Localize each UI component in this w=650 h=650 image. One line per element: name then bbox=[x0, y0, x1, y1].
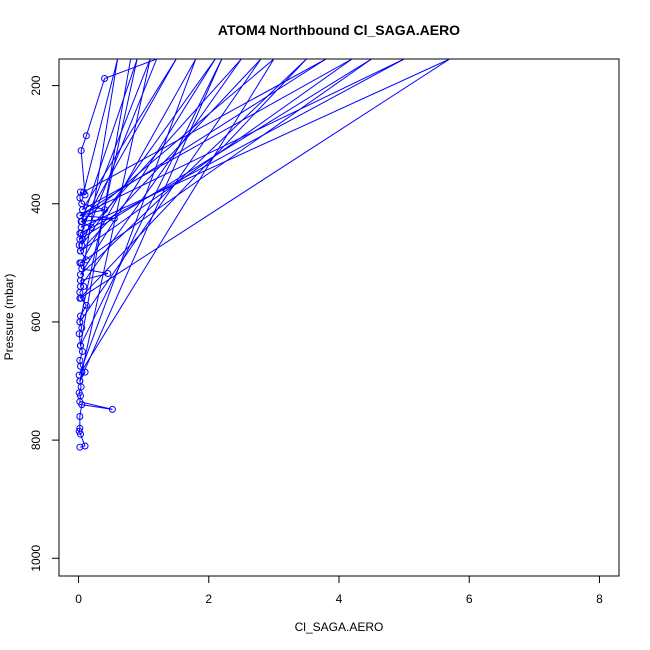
data-point bbox=[82, 256, 90, 264]
series-segment bbox=[79, 59, 405, 217]
data-point bbox=[104, 269, 112, 277]
data-point bbox=[110, 215, 118, 223]
data-point bbox=[76, 412, 84, 420]
data-point bbox=[76, 377, 84, 385]
y-axis: 200 400 600 800 1000 bbox=[29, 75, 60, 572]
series-segment bbox=[80, 59, 307, 276]
chart-title: ATOM4 Northbound Cl_SAGA.AERO bbox=[218, 22, 460, 38]
data-point bbox=[76, 342, 84, 350]
data-point bbox=[78, 206, 86, 214]
data-point bbox=[75, 330, 83, 338]
data-point bbox=[77, 259, 85, 267]
x-tick-label: 2 bbox=[205, 592, 212, 606]
data-point bbox=[76, 212, 84, 220]
series-segment bbox=[79, 59, 450, 299]
series-segment bbox=[81, 59, 138, 222]
y-tick-label: 1000 bbox=[29, 545, 43, 572]
x-tick-label: 4 bbox=[336, 592, 343, 606]
series-segment bbox=[79, 59, 372, 240]
series-segment bbox=[80, 59, 450, 228]
series-segment bbox=[80, 272, 108, 282]
series-segment bbox=[79, 59, 242, 240]
series-segment bbox=[79, 59, 223, 382]
series-segment bbox=[79, 59, 119, 287]
y-tick-label: 200 bbox=[29, 75, 43, 95]
series-segment bbox=[80, 59, 177, 228]
data-point bbox=[76, 424, 84, 432]
series-segment bbox=[78, 59, 275, 376]
series-segment bbox=[79, 59, 327, 217]
series-segment bbox=[79, 59, 138, 323]
series-segment bbox=[80, 59, 405, 234]
data-point bbox=[80, 188, 88, 196]
data-point bbox=[78, 324, 86, 332]
series-segment bbox=[79, 351, 83, 361]
data-point bbox=[101, 206, 109, 214]
data-point bbox=[78, 217, 86, 225]
series-segment bbox=[79, 404, 83, 417]
series-segment bbox=[83, 59, 327, 193]
series-segment bbox=[83, 59, 119, 193]
x-axis: 0 2 4 6 8 bbox=[75, 575, 603, 606]
data-point bbox=[76, 356, 84, 364]
data-layer bbox=[75, 59, 450, 451]
data-point bbox=[77, 229, 85, 237]
data-point bbox=[76, 271, 84, 279]
y-axis-label: Pressure (mbar) bbox=[2, 274, 16, 361]
series-segment bbox=[85, 78, 106, 136]
series-segment bbox=[80, 59, 242, 287]
series-segment bbox=[79, 59, 262, 323]
data-point bbox=[76, 443, 84, 451]
series-segment bbox=[80, 434, 86, 447]
data-point bbox=[82, 301, 90, 309]
series-segment bbox=[79, 59, 307, 299]
x-tick-label: 6 bbox=[466, 592, 473, 606]
series-segment bbox=[78, 59, 197, 376]
x-axis-label: Cl_SAGA.AERO bbox=[295, 620, 384, 634]
series-segment bbox=[79, 401, 113, 410]
y-tick-label: 800 bbox=[29, 430, 43, 450]
data-point bbox=[76, 282, 84, 290]
data-point bbox=[75, 427, 83, 435]
series-segment bbox=[82, 59, 353, 211]
series-segment bbox=[79, 59, 132, 346]
series-segment bbox=[78, 428, 81, 432]
y-tick-label: 400 bbox=[29, 193, 43, 213]
series-segment bbox=[81, 59, 158, 246]
data-point bbox=[88, 223, 96, 231]
data-point bbox=[81, 442, 89, 450]
series-segment bbox=[78, 333, 81, 346]
data-point bbox=[80, 282, 88, 290]
data-point bbox=[108, 405, 116, 413]
data-point bbox=[76, 247, 84, 255]
x-tick-label: 0 bbox=[75, 592, 82, 606]
data-point bbox=[77, 147, 85, 155]
data-point bbox=[76, 318, 84, 326]
series-segment bbox=[80, 59, 372, 264]
series-segment bbox=[80, 59, 216, 275]
data-point bbox=[82, 132, 90, 140]
y-tick-label: 600 bbox=[29, 312, 43, 332]
series-segment bbox=[81, 59, 216, 246]
data-point bbox=[81, 368, 89, 376]
series-segment bbox=[80, 59, 223, 346]
x-tick-label: 8 bbox=[596, 592, 603, 606]
series-segment bbox=[80, 59, 262, 252]
plot-frame bbox=[58, 58, 620, 577]
series-segment bbox=[79, 59, 151, 382]
series-segment bbox=[80, 59, 197, 264]
data-point bbox=[76, 294, 84, 302]
data-point bbox=[101, 75, 109, 82]
